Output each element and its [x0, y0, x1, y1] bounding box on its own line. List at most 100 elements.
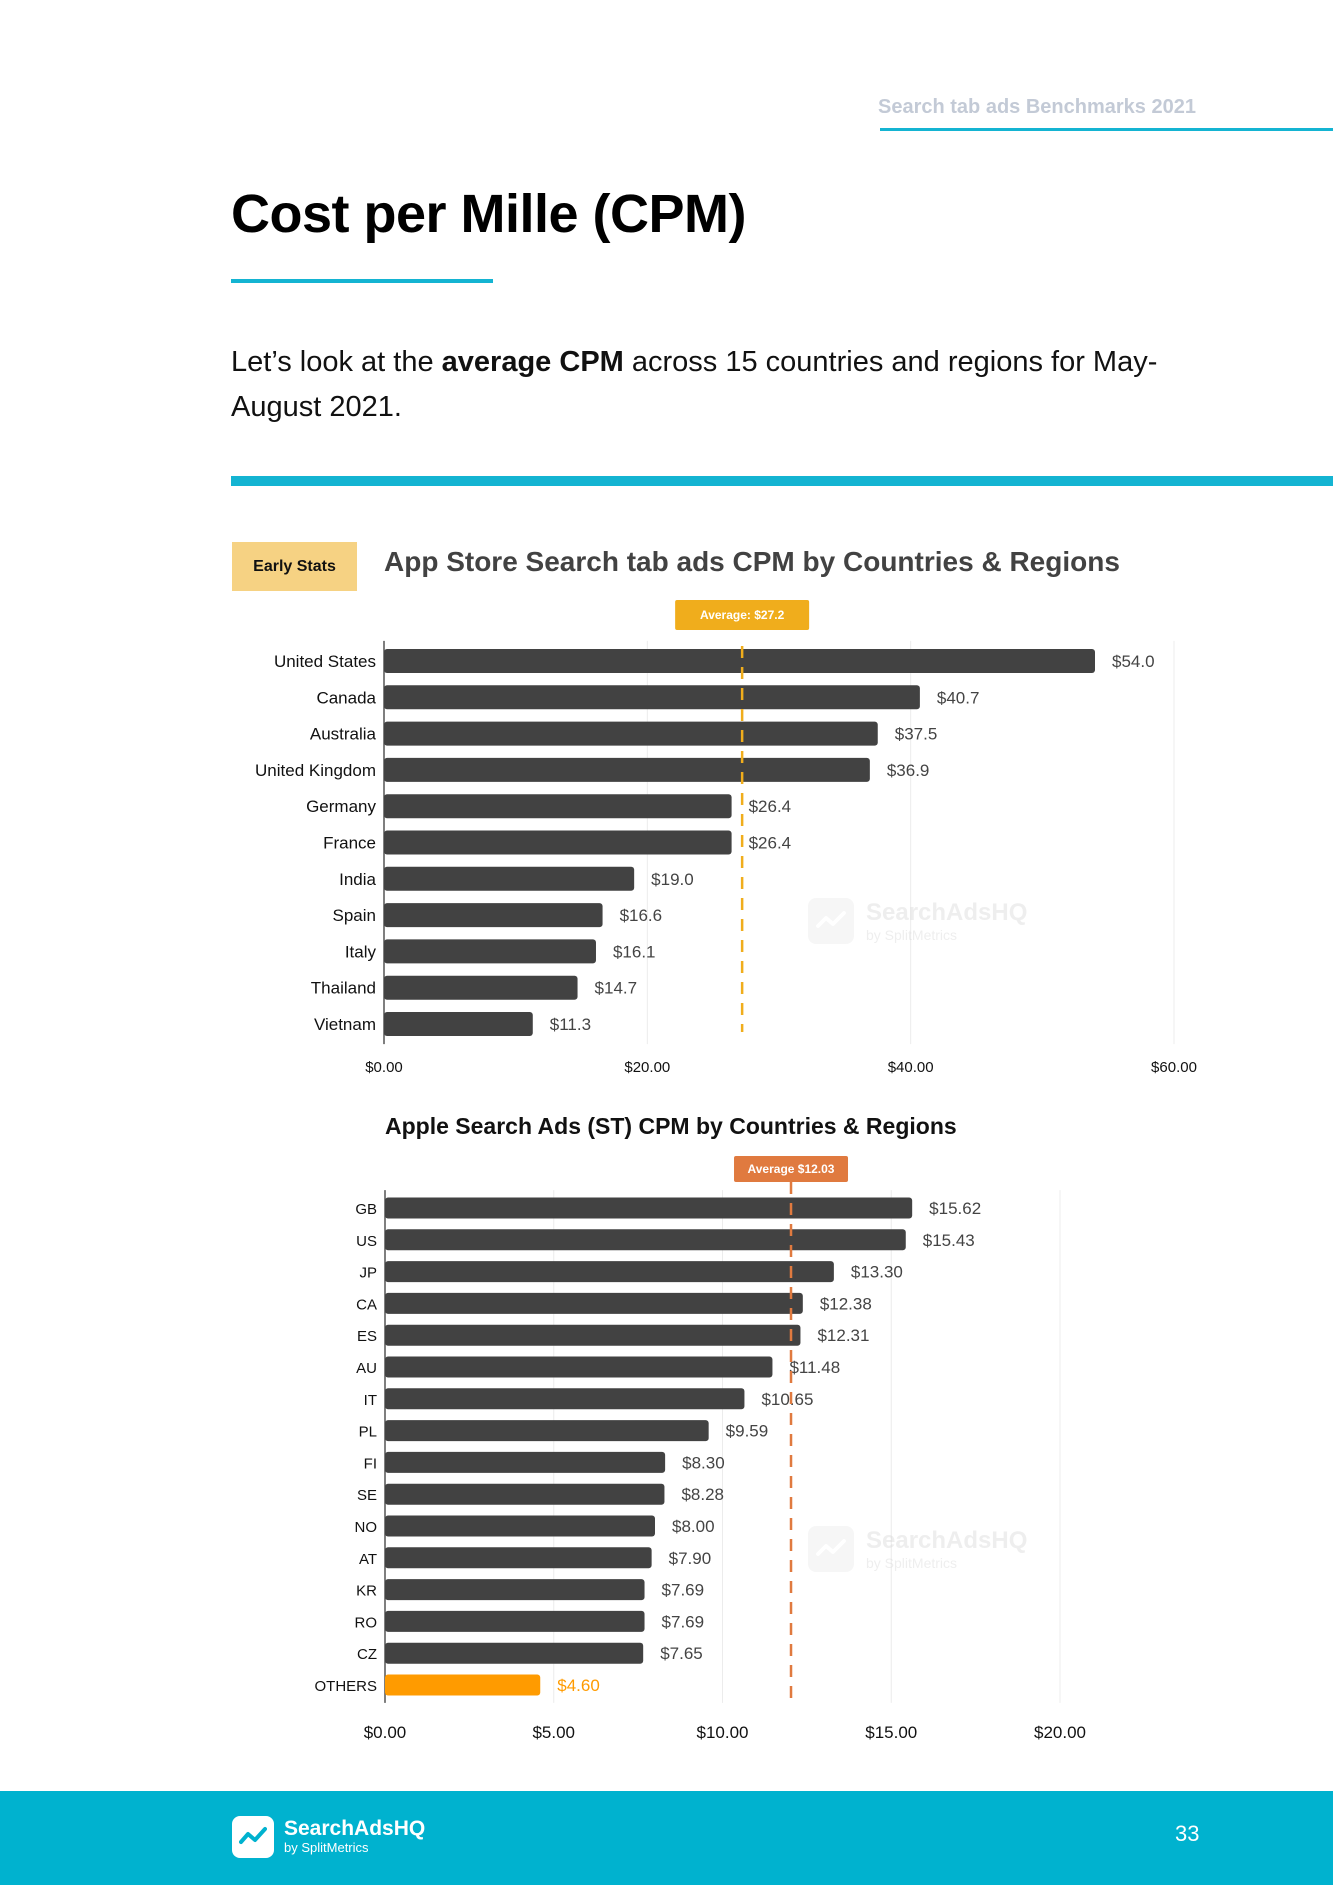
chart2-bar	[385, 1261, 834, 1283]
intro-suffix: across 15 countries and regions for May-…	[231, 346, 1158, 423]
chart1-bar	[384, 794, 732, 819]
chart2-bar	[385, 1229, 906, 1251]
watermark-sub: by SplitMetrics	[866, 927, 958, 943]
chart1-bar	[384, 939, 596, 964]
chart1-value-label: $36.9	[887, 761, 930, 780]
chart1-category-label: Vietnam	[314, 1015, 376, 1034]
chart2-category-label: OTHERS	[314, 1678, 377, 1695]
chart2-bar	[385, 1420, 709, 1442]
chart1-bar	[384, 757, 870, 782]
chart1-value-label: $19.0	[651, 870, 694, 889]
chart1-category-label: France	[323, 834, 376, 853]
chart2-category-label: PL	[359, 1424, 377, 1441]
section-divider	[231, 476, 1333, 486]
chart1-bar	[384, 685, 920, 710]
chart1-bar	[384, 975, 578, 1000]
chart2-category-label: GB	[355, 1201, 377, 1218]
chart2-category-label: CZ	[357, 1646, 377, 1663]
chart1-value-label: $11.3	[550, 1015, 591, 1034]
chart2-bar	[385, 1388, 745, 1410]
page-number: 33	[1175, 1821, 1200, 1846]
chart1-value-label: $37.5	[895, 725, 938, 744]
chart2-value-label: $10.65	[761, 1390, 813, 1409]
chart2-category-label: ES	[357, 1328, 377, 1345]
chart2-bar	[385, 1579, 645, 1601]
watermark-1: SearchAdsHQ by SplitMetrics	[808, 898, 1027, 944]
chart2-value-label: $11.48	[789, 1358, 840, 1377]
chart2-category-label: RO	[355, 1614, 378, 1631]
chart2-x-tick-label: $0.00	[364, 1723, 407, 1742]
chart2-value-label: $7.69	[662, 1612, 705, 1631]
chart2-bar	[385, 1197, 913, 1219]
chart2-bar	[385, 1451, 666, 1473]
chart2-category-label: SE	[357, 1487, 377, 1504]
chart2-bar	[385, 1610, 645, 1632]
header-rule	[880, 128, 1333, 131]
chart1-category-label: Canada	[316, 688, 376, 707]
chart2-value-label: $7.69	[662, 1581, 705, 1600]
chart2-bar	[385, 1547, 652, 1569]
watermark-sub: by SplitMetrics	[866, 1555, 958, 1571]
chart2-value-label: $12.31	[817, 1326, 869, 1345]
chart2-value-label: $13.30	[851, 1263, 903, 1282]
intro-prefix: Let’s look at the	[231, 346, 442, 378]
chart2-x-tick-label: $10.00	[697, 1723, 749, 1742]
chart2-value-label: $8.00	[672, 1517, 715, 1536]
chart1-category-label: Spain	[333, 906, 376, 925]
chart1-category-label: Italy	[345, 942, 377, 961]
chart1-value-label: $54.0	[1112, 652, 1155, 671]
chart2-category-label: FI	[364, 1455, 377, 1472]
footer: SearchAdsHQ by SplitMetrics 33	[0, 1791, 1333, 1885]
chart2-bar	[385, 1292, 803, 1314]
watermark-name: SearchAdsHQ	[866, 899, 1028, 926]
chart1-x-tick-label: $20.00	[624, 1059, 670, 1076]
chart2-svg: GB $15.62 US $15.43 JP $13.30 CA $12.38 ES $12.31…	[314, 1156, 1086, 1742]
chart2-title: Apple Search Ads (ST) CPM by Countries &…	[385, 1113, 957, 1139]
logo-name: SearchAdsHQ	[284, 1817, 426, 1840]
watermark-logo-icon	[808, 898, 854, 944]
chart1-value-label: $16.6	[620, 906, 663, 925]
title-underline	[231, 279, 493, 283]
footer-logo: SearchAdsHQ by SplitMetrics	[232, 1816, 425, 1858]
chart2-category-label: CA	[356, 1296, 377, 1313]
chart2-average-badge	[734, 1156, 849, 1182]
chart1-x-tick-label: $60.00	[1151, 1059, 1197, 1076]
chart1-bar	[384, 649, 1095, 673]
intro-bold: average CPM	[441, 346, 624, 378]
watermark-logo-icon	[808, 1526, 854, 1572]
chart2-average-label: Average $12.03	[748, 1162, 835, 1176]
chart1-bar	[384, 1012, 533, 1036]
chart1-value-label: $26.4	[749, 834, 792, 853]
chart2-x-tick-label: $20.00	[1034, 1723, 1086, 1742]
chart1-value-label: $14.7	[595, 979, 638, 998]
chart2-category-label: NO	[355, 1519, 378, 1536]
chart1-category-label: Australia	[310, 725, 377, 744]
chart1-bar	[384, 721, 878, 746]
chart1-average-badge	[675, 600, 810, 630]
page-title: Cost per Mille (CPM)	[231, 184, 747, 244]
chart1-category-label: United States	[274, 652, 376, 671]
watermark-2: SearchAdsHQ by SplitMetrics	[808, 1526, 1027, 1572]
chart2-category-label: IT	[364, 1392, 377, 1409]
chart1-x-tick-label: $40.00	[888, 1059, 934, 1076]
chart1-value-label: $40.7	[937, 688, 980, 707]
intro-paragraph: Let’s look at the average CPM across 15 …	[231, 340, 1191, 430]
chart1-category-label: Germany	[306, 797, 376, 816]
chart2-bar	[385, 1483, 665, 1505]
chart1-title: App Store Search tab ads CPM by Countrie…	[384, 546, 1120, 577]
chart2-category-label: US	[356, 1233, 377, 1250]
chart1-bar	[384, 830, 732, 855]
chart1-x-tick-label: $0.00	[365, 1059, 403, 1076]
chart2-x-tick-label: $15.00	[865, 1723, 917, 1742]
chart2-bar	[385, 1515, 655, 1537]
chart2-bar	[385, 1642, 644, 1664]
chart2-x-tick-label: $5.00	[532, 1723, 575, 1742]
chart1-bar	[384, 866, 635, 891]
chart2-category-label: KR	[356, 1583, 377, 1600]
header-title: Search tab ads Benchmarks 2021	[878, 96, 1196, 118]
chart2-value-label: $4.60	[557, 1676, 600, 1695]
chart2-value-label: $15.62	[929, 1199, 981, 1218]
chart2-value-label: $8.30	[682, 1453, 725, 1472]
logo-sub: by SplitMetrics	[284, 1840, 369, 1855]
chart1-category-label: United Kingdom	[255, 761, 376, 780]
